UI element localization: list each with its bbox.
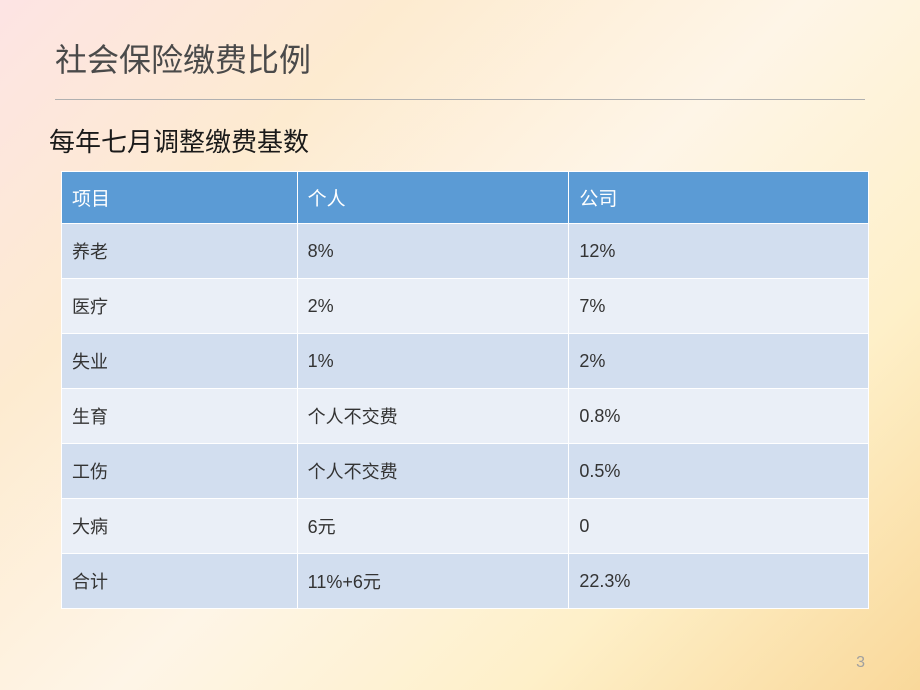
table-cell: 养老 xyxy=(62,224,298,279)
table-cell: 失业 xyxy=(62,334,298,389)
table-cell: 0.8% xyxy=(569,389,869,444)
table-cell: 合计 xyxy=(62,554,298,609)
page-subtitle: 每年七月调整缴费基数 xyxy=(49,122,865,159)
table-cell: 2% xyxy=(569,334,869,389)
table-row: 医疗 2% 7% xyxy=(62,279,869,334)
table-row: 失业 1% 2% xyxy=(62,334,869,389)
table-cell: 11%+6元 xyxy=(297,554,569,609)
table-row: 生育 个人不交费 0.8% xyxy=(62,389,869,444)
table-cell: 医疗 xyxy=(62,279,298,334)
table-cell: 22.3% xyxy=(569,554,869,609)
table-header-cell: 个人 xyxy=(297,172,569,224)
title-divider xyxy=(55,99,865,100)
table-cell: 8% xyxy=(297,224,569,279)
insurance-table: 项目 个人 公司 养老 8% 12% 医疗 2% 7% 失业 1% 2% 生育 … xyxy=(61,171,869,609)
page-title: 社会保险缴费比例 xyxy=(55,35,865,81)
table-cell: 7% xyxy=(569,279,869,334)
table-cell: 生育 xyxy=(62,389,298,444)
table-header-cell: 项目 xyxy=(62,172,298,224)
table-header-cell: 公司 xyxy=(569,172,869,224)
page-number: 3 xyxy=(856,654,865,672)
table-cell: 工伤 xyxy=(62,444,298,499)
table-cell: 个人不交费 xyxy=(297,444,569,499)
table-cell: 12% xyxy=(569,224,869,279)
table-row: 大病 6元 0 xyxy=(62,499,869,554)
table-cell: 0 xyxy=(569,499,869,554)
table-cell: 个人不交费 xyxy=(297,389,569,444)
table-cell: 2% xyxy=(297,279,569,334)
table-cell: 1% xyxy=(297,334,569,389)
table-row: 合计 11%+6元 22.3% xyxy=(62,554,869,609)
table-cell: 大病 xyxy=(62,499,298,554)
table-cell: 0.5% xyxy=(569,444,869,499)
table-row: 养老 8% 12% xyxy=(62,224,869,279)
table-row: 工伤 个人不交费 0.5% xyxy=(62,444,869,499)
table-cell: 6元 xyxy=(297,499,569,554)
table-header-row: 项目 个人 公司 xyxy=(62,172,869,224)
